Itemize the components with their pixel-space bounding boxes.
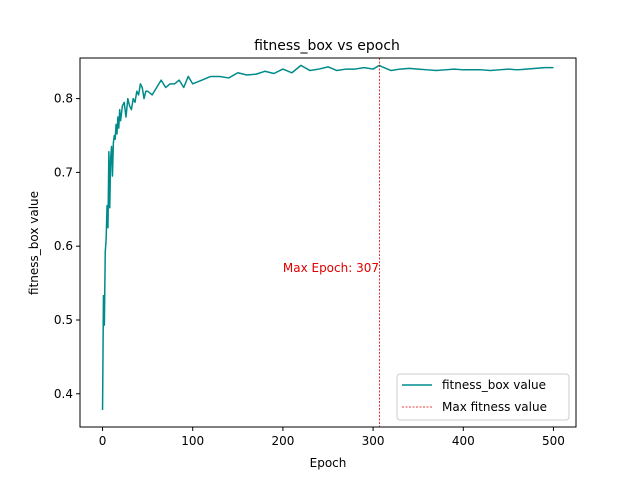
x-tick-label: 500 — [542, 434, 565, 448]
x-tick-label: 300 — [362, 434, 385, 448]
axes-frame — [79, 57, 577, 428]
legend-box — [396, 373, 570, 421]
y-tick-label: 0.6 — [54, 239, 73, 253]
legend-label-fitness: fitness_box value — [442, 378, 546, 392]
y-tick-label: 0.5 — [54, 313, 73, 327]
x-tick-label: 200 — [271, 434, 294, 448]
y-tick-label: 0.4 — [54, 387, 73, 401]
chart-title: fitness_box vs epoch — [254, 38, 400, 54]
x-tick-label: 100 — [181, 434, 204, 448]
y-axis-label: fitness_box value — [27, 191, 41, 295]
y-tick-label: 0.8 — [54, 92, 73, 106]
x-tick-label: 400 — [452, 434, 475, 448]
legend-label-max: Max fitness value — [442, 400, 547, 414]
y-tick-label: 0.7 — [54, 165, 73, 179]
legend: fitness_box value Max fitness value — [396, 373, 570, 421]
x-tick-label: 0 — [99, 434, 107, 448]
series-line-fitness — [101, 64, 554, 411]
x-axis-ticks: 0 100 200 300 400 500 — [99, 427, 565, 448]
plot-area — [101, 58, 554, 427]
x-axis-label: Epoch — [310, 456, 347, 470]
y-axis-ticks: 0.4 0.5 0.6 0.7 0.8 — [54, 92, 80, 401]
max-epoch-annotation: Max Epoch: 307 — [283, 261, 379, 275]
